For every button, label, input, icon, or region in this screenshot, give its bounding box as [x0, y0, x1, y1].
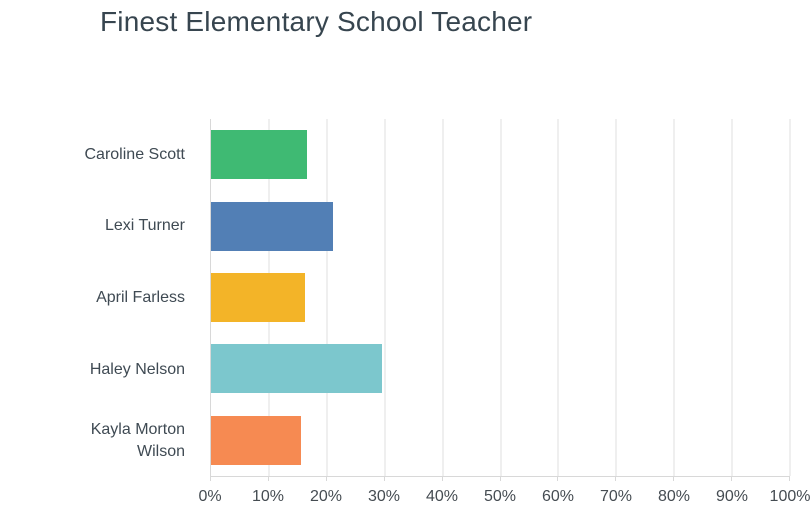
xtick-label-20: 20%	[309, 488, 343, 505]
tickmark-90	[731, 476, 733, 481]
bar-caroline-scott	[211, 130, 307, 180]
tickmark-60	[557, 476, 559, 481]
plot-area	[210, 119, 791, 481]
category-label-haley-nelson: Haley Nelson	[89, 360, 185, 378]
category-label-row-haley-nelson: Haley Nelson	[60, 334, 185, 406]
tickmark-10	[267, 476, 269, 481]
y-axis-category-labels: Caroline Scott Lexi Turner April Farless Ha…	[60, 119, 186, 477]
bar-lexi-turner	[211, 201, 334, 251]
bar-row-lexi-turner	[211, 190, 790, 261]
tickmark-70	[615, 476, 617, 481]
xtick-label-10: 10%	[251, 488, 285, 505]
category-label-row-april-farless: April Farless	[60, 262, 185, 334]
xtick-label-100: 100%	[769, 488, 811, 505]
bar-row-haley-nelson	[211, 333, 790, 404]
xtick-label-30: 30%	[367, 488, 401, 505]
tickmark-0	[210, 476, 211, 481]
xtick-label-40: 40%	[425, 488, 459, 505]
tickmark-20	[325, 476, 327, 481]
tickmark-100	[789, 476, 790, 481]
gridline-60	[557, 119, 560, 476]
chart-title: Finest Elementary School Teacher	[100, 6, 533, 37]
x-axis-tick-labels: 0% 10% 20% 30% 40% 50% 60% 70% 80% 90% 100%	[198, 488, 810, 508]
tickmark-30	[383, 476, 385, 481]
bar-haley-nelson	[211, 344, 382, 394]
xtick-label-70: 70%	[599, 488, 633, 505]
gridline-70	[615, 119, 618, 476]
gridline-100	[789, 119, 791, 476]
tickmark-50	[499, 476, 501, 481]
gridline-40	[441, 119, 444, 476]
bar-row-caroline-scott	[211, 119, 790, 190]
xtick-label-50: 50%	[483, 488, 517, 505]
bar-april-farless	[211, 273, 306, 323]
category-label-row-kayla-morton-wilson: Kayla Morton Wilson	[60, 405, 185, 477]
gridline-90	[731, 119, 734, 476]
gridline-80	[673, 119, 676, 476]
xtick-label-0: 0%	[198, 488, 222, 505]
xtick-label-80: 80%	[657, 488, 691, 505]
xtick-label-60: 60%	[541, 488, 575, 505]
tickmark-80	[673, 476, 675, 481]
gridline-50	[499, 119, 502, 476]
xtick-label-90: 90%	[715, 488, 749, 505]
tickmark-40	[441, 476, 443, 481]
category-label-lexi-turner: Lexi Turner	[104, 217, 185, 235]
category-label-kayla-morton-wilson: Kayla Morton Wilson	[90, 421, 185, 461]
category-label-caroline-scott: Caroline Scott	[84, 145, 186, 163]
category-label-april-farless: April Farless	[96, 288, 185, 306]
bar-row-kayla-morton-wilson	[211, 405, 790, 476]
category-label-row-lexi-turner: Lexi Turner	[60, 191, 185, 263]
bar-row-april-farless	[211, 262, 790, 333]
gridline-20	[325, 119, 328, 476]
gridline-30	[383, 119, 386, 476]
bar-kayla-morton-wilson	[211, 415, 302, 465]
bar-series	[211, 119, 790, 476]
category-label-row-caroline-scott: Caroline Scott	[60, 119, 186, 191]
